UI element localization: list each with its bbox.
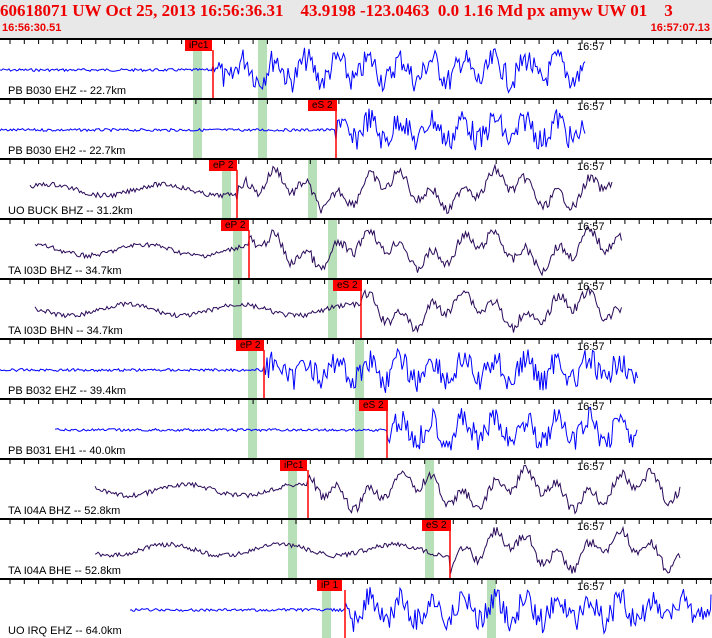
waveform-trace [29,163,613,215]
waveform-trace [129,586,712,635]
station-label: UO IRQ EHZ -- 64.0km [8,625,122,637]
station-label: PB B030 EH2 -- 22.7km [8,145,126,157]
time-window-marker [288,520,297,578]
time-window-marker [258,40,267,98]
time-window-marker [328,280,337,338]
trace-panel[interactable]: iP 1 UO IRQ EHZ -- 64.0km 16:57 [0,578,712,638]
end-time: 16:57:07.13 [650,22,710,34]
time-window-marker [288,460,297,518]
phase-pick-label[interactable]: iPc1 [280,460,308,471]
trace-panel[interactable]: eP 2 TA I03D BHZ -- 34.7km 16:57 [0,218,712,278]
waveform-trace [34,226,622,277]
time-label: 16:57 [577,41,605,53]
event-header: 60618071 UW Oct 25, 2013 16:56:36.31 43.… [0,1,673,20]
station-label: TA I03D BHZ -- 34.7km [8,265,122,277]
station-label: PB B032 EHZ -- 39.4km [8,385,126,397]
waveform-trace [94,525,681,574]
waveform-trace [54,406,638,451]
time-label: 16:57 [577,461,605,473]
time-window-marker [425,460,434,518]
time-window-marker [248,400,257,458]
waveform-trace [0,347,638,393]
station-label: PB B030 EHZ -- 22.7km [8,85,126,97]
time-window-marker [487,580,496,638]
phase-pick-label[interactable]: eS 2 [333,280,362,291]
waveform-trace [94,464,681,515]
time-label: 16:57 [577,161,605,173]
time-label: 16:57 [577,521,605,533]
trace-panel[interactable]: eP 2 UO BUCK BHZ -- 31.2km 16:57 [0,158,712,218]
time-window-marker [355,400,364,458]
time-label: 16:57 [577,401,605,413]
trace-panel[interactable]: eS 2 PB B030 EH2 -- 22.7km 16:57 [0,98,712,158]
time-window-marker [308,160,317,218]
waveform-trace [34,286,622,334]
phase-pick-label[interactable]: eP 2 [221,220,250,231]
time-label: 16:57 [577,581,605,593]
trace-panel[interactable]: iPc1 PB B030 EHZ -- 22.7km 16:57 [0,38,712,98]
time-label: 16:57 [577,281,605,293]
phase-pick-label[interactable]: iP 1 [317,580,343,591]
seismogram-panels: iPc1 PB B030 EHZ -- 22.7km 16:57 eS 2 PB B03… [0,38,712,638]
trace-panel[interactable]: eS 2 TA I03D BHN -- 34.7km 16:57 [0,278,712,338]
waveform-trace [0,47,586,94]
time-label: 16:57 [577,221,605,233]
time-window-marker [355,340,364,398]
time-window-marker [425,520,434,578]
trace-panel[interactable]: eP 2 PB B032 EHZ -- 39.4km 16:57 [0,338,712,398]
time-window-marker [222,160,231,218]
phase-pick-label[interactable]: iPc1 [185,40,213,51]
start-time: 16:56:30.51 [2,22,62,34]
time-label: 16:57 [577,341,605,353]
phase-pick-label[interactable]: eP 2 [236,340,265,351]
phase-pick-label[interactable]: eS 2 [359,400,388,411]
trace-panel[interactable]: eS 2 TA I04A BHE -- 52.8km 16:57 [0,518,712,578]
time-window-marker [233,280,242,338]
phase-pick-label[interactable]: eP 2 [209,160,238,171]
time-window-marker [193,100,202,158]
station-label: PB B031 EH1 -- 40.0km [8,445,126,457]
time-window-marker [248,340,257,398]
station-label: TA I03D BHN -- 34.7km [8,325,123,337]
time-label: 16:57 [577,101,605,113]
station-label: TA I04A BHZ -- 52.8km [8,505,121,517]
phase-pick-label[interactable]: eS 2 [308,100,337,111]
phase-pick-label[interactable]: eS 2 [422,520,451,531]
waveform-trace [0,108,586,151]
trace-panel[interactable]: eS 2 PB B031 EH1 -- 40.0km 16:57 [0,398,712,458]
station-label: TA I04A BHE -- 52.8km [8,565,121,577]
station-label: UO BUCK BHZ -- 31.2km [8,205,133,217]
trace-panel[interactable]: iPc1 TA I04A BHZ -- 52.8km 16:57 [0,458,712,518]
